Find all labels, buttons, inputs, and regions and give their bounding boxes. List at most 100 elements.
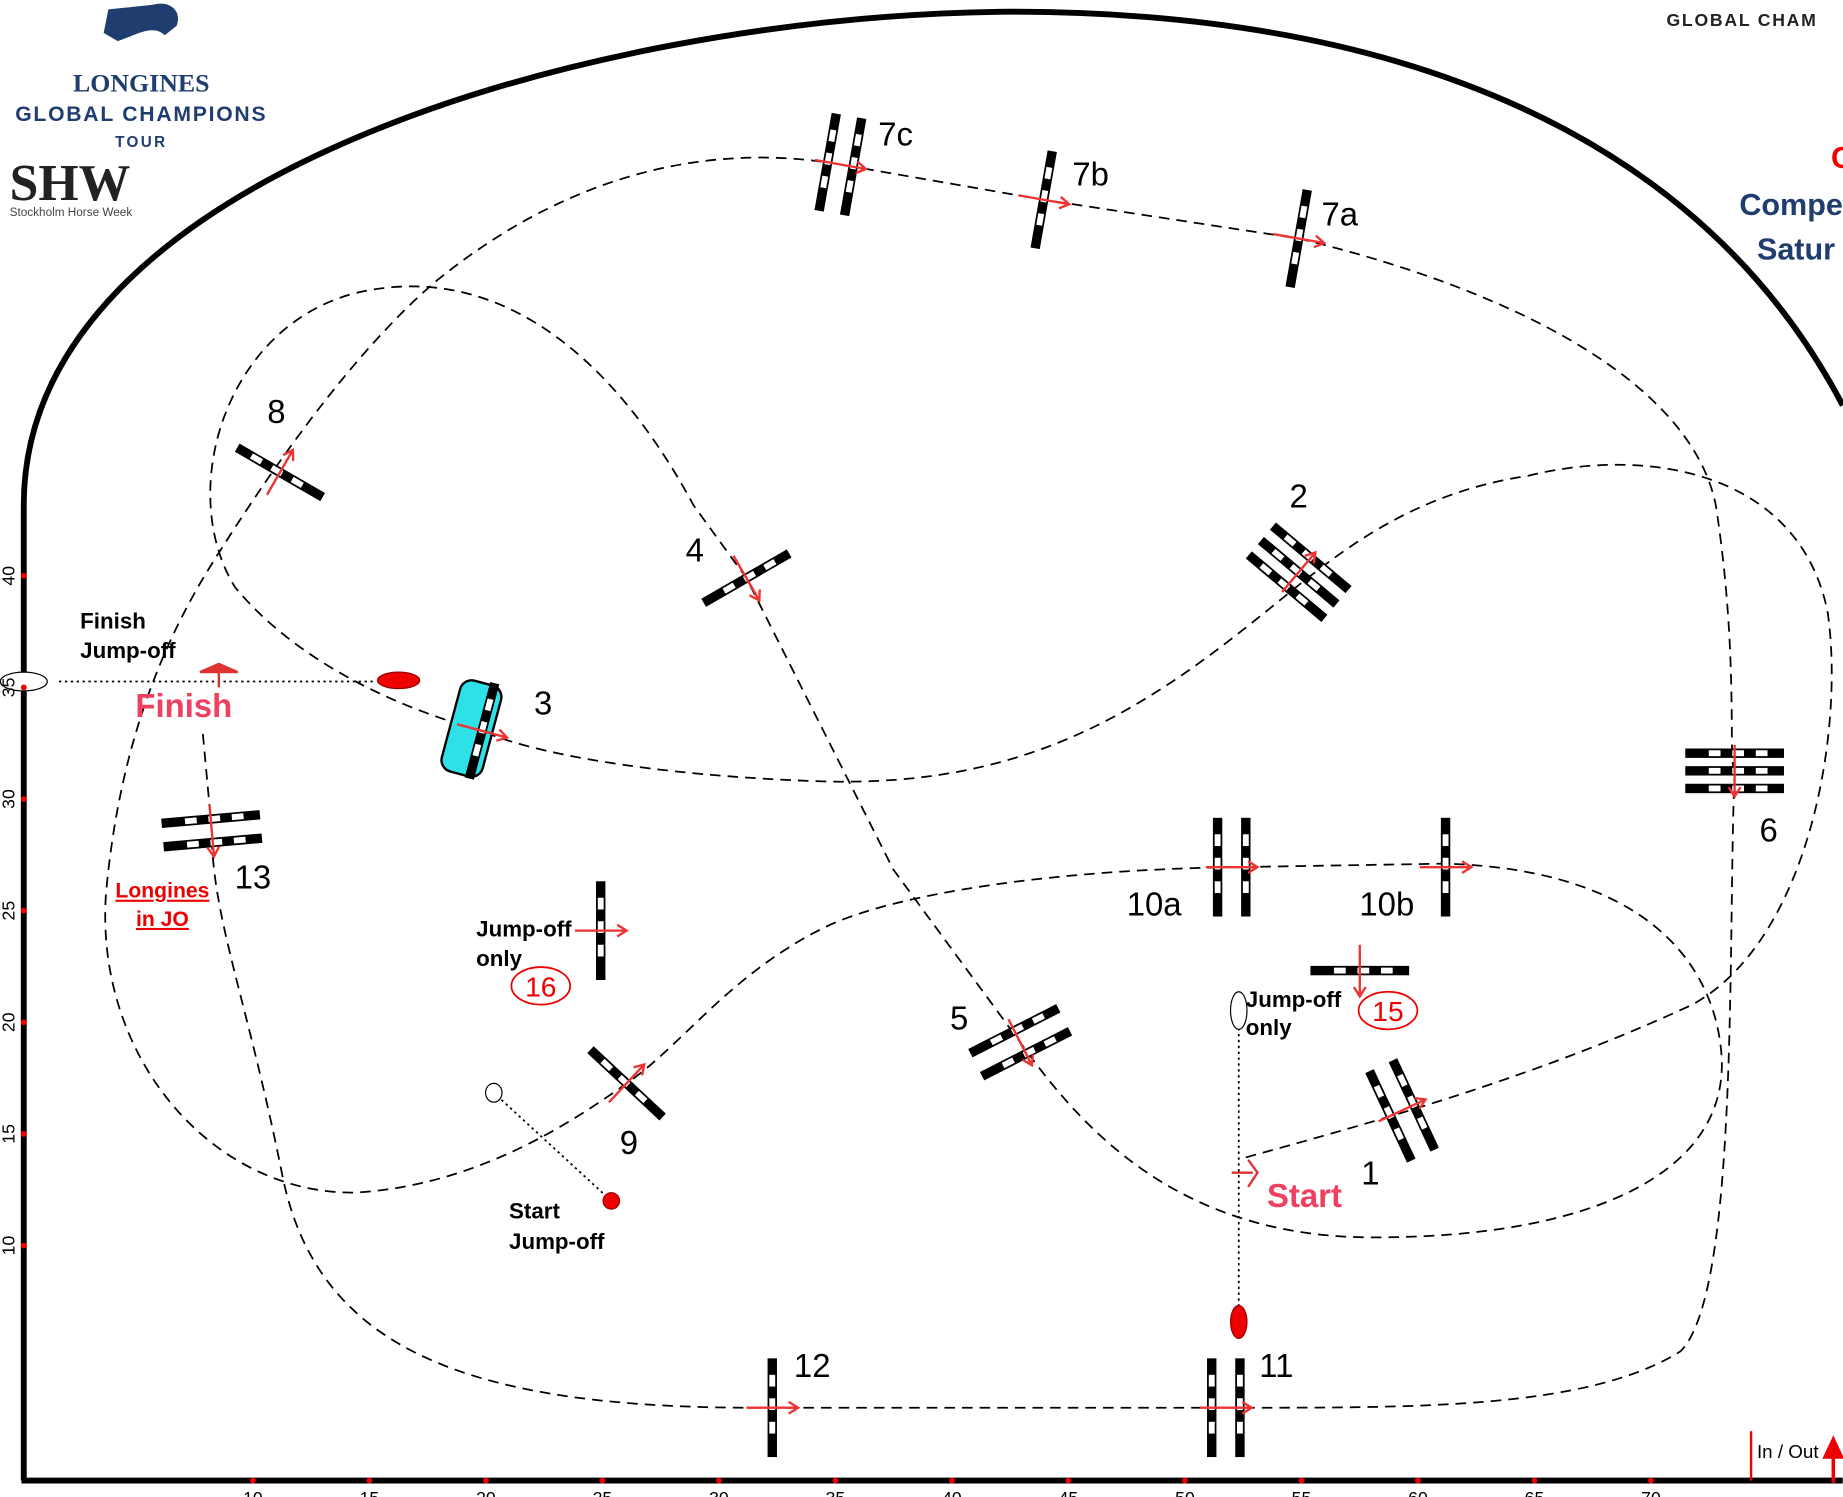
annotation: Jump-off [1246,987,1342,1012]
direction-arrow [1281,550,1317,593]
axis-dot [20,1242,27,1249]
direction-arrow [1419,860,1474,875]
fence-stripe [1397,1073,1408,1088]
fence [456,681,510,780]
finish-arrow [199,662,239,688]
fence-stripe [1307,579,1321,592]
info-text: Compet [1739,188,1843,222]
fence-label: 6 [1760,811,1778,848]
fence-stripe [1373,1084,1385,1098]
in-out-arrow [1822,1435,1843,1483]
fence [574,881,629,980]
fence-stripe [1259,563,1273,576]
axis-dot [20,796,27,802]
axis-dot [249,1477,256,1484]
fence-label: 5 [950,999,968,1036]
axis-label: 65 [1525,1488,1545,1497]
axis-label: 60 [1408,1488,1428,1497]
marker [1229,991,1248,1030]
fence-stripe [1442,881,1449,894]
course-line [104,156,1833,1239]
fence-label: 13 [235,858,272,895]
fence-stripe [597,944,604,957]
axis-dot [1415,1477,1421,1484]
fence-stripe [597,921,604,933]
fence-stripe [1043,1036,1057,1047]
axis-label: 45 [1059,1488,1079,1497]
fence [968,1004,1073,1081]
axis-dot [832,1477,839,1484]
fence-stripe [763,559,777,571]
axis-label: 15 [360,1488,380,1497]
fence-stripe [1214,834,1221,847]
fence-stripe [1031,1013,1045,1024]
marker [602,1192,621,1210]
fence [1205,817,1260,917]
axis-label: 40 [942,1488,962,1497]
marker [1229,1304,1248,1339]
axis-label: 25 [593,1488,613,1497]
direction-arrow [574,923,629,938]
direction-arrow [456,723,510,742]
fence-stripe [1755,750,1768,757]
logo-text: LONGINES [73,69,209,98]
logo-text: GLOBAL CHAMPIONS [15,103,267,126]
fence-stripe [1236,1398,1243,1411]
annotation: Jump-off [509,1229,605,1254]
annotation: Finish [80,609,146,634]
direction-arrow [206,804,221,859]
annotation: in JO [136,908,189,931]
fence [1419,817,1474,917]
fence-stripe [1214,857,1221,870]
fence-stripe [989,1034,1004,1046]
annotation: only [476,946,522,971]
arena-boundary [20,8,1843,1481]
axis-dot [1065,1477,1072,1484]
direction-arrow [1273,232,1327,249]
fence-stripe [600,1058,614,1072]
fence-label: 10b [1359,885,1414,922]
axis-dot [1182,1477,1188,1484]
fence-stripe [1442,857,1449,870]
axis-label: 25 [0,901,18,921]
fence [1245,522,1352,622]
axis-label: 40 [0,566,18,586]
axis-label: 15 [0,1124,18,1144]
fence [1273,189,1327,288]
fence-label: 8 [267,393,285,430]
fence-label: 10a [1127,885,1183,922]
axis-dot [1298,1477,1305,1484]
direction-arrow [814,158,869,175]
fence-stripe [1295,593,1309,606]
fence-stripe [186,840,200,848]
fence-label: 7c [878,116,913,153]
fence-circle [1357,990,1419,1031]
fence-stripe [1319,564,1333,577]
fence-stripe [1271,548,1285,561]
fence-label: 1 [1361,1154,1379,1191]
fence-stripe [722,582,736,594]
fence [746,1358,801,1458]
start-arrow [1231,1159,1259,1188]
fence-stripe [1708,750,1721,757]
annotation: only [1246,1015,1292,1040]
fence-stripe [1214,881,1221,894]
fence [1310,944,1410,999]
start-line [493,1092,612,1202]
direction-arrow [1727,744,1742,799]
axis-label: 10 [243,1488,263,1497]
fence-stripe [1036,213,1045,226]
fence-label: 12 [794,1347,831,1384]
fence [1365,1058,1439,1163]
fence [1685,744,1784,799]
annotation: Start [1267,1177,1342,1214]
fence-label: 11 [1259,1347,1293,1384]
axis-label: 35 [826,1488,846,1497]
fence-stripe [1333,967,1346,974]
fence-stripe [1208,1421,1215,1434]
annotation: In / Out [1757,1441,1819,1462]
fence-stripe [484,698,494,712]
fence-label: 15 [1372,995,1403,1027]
fence-stripe [853,133,862,147]
fence [587,1046,666,1121]
